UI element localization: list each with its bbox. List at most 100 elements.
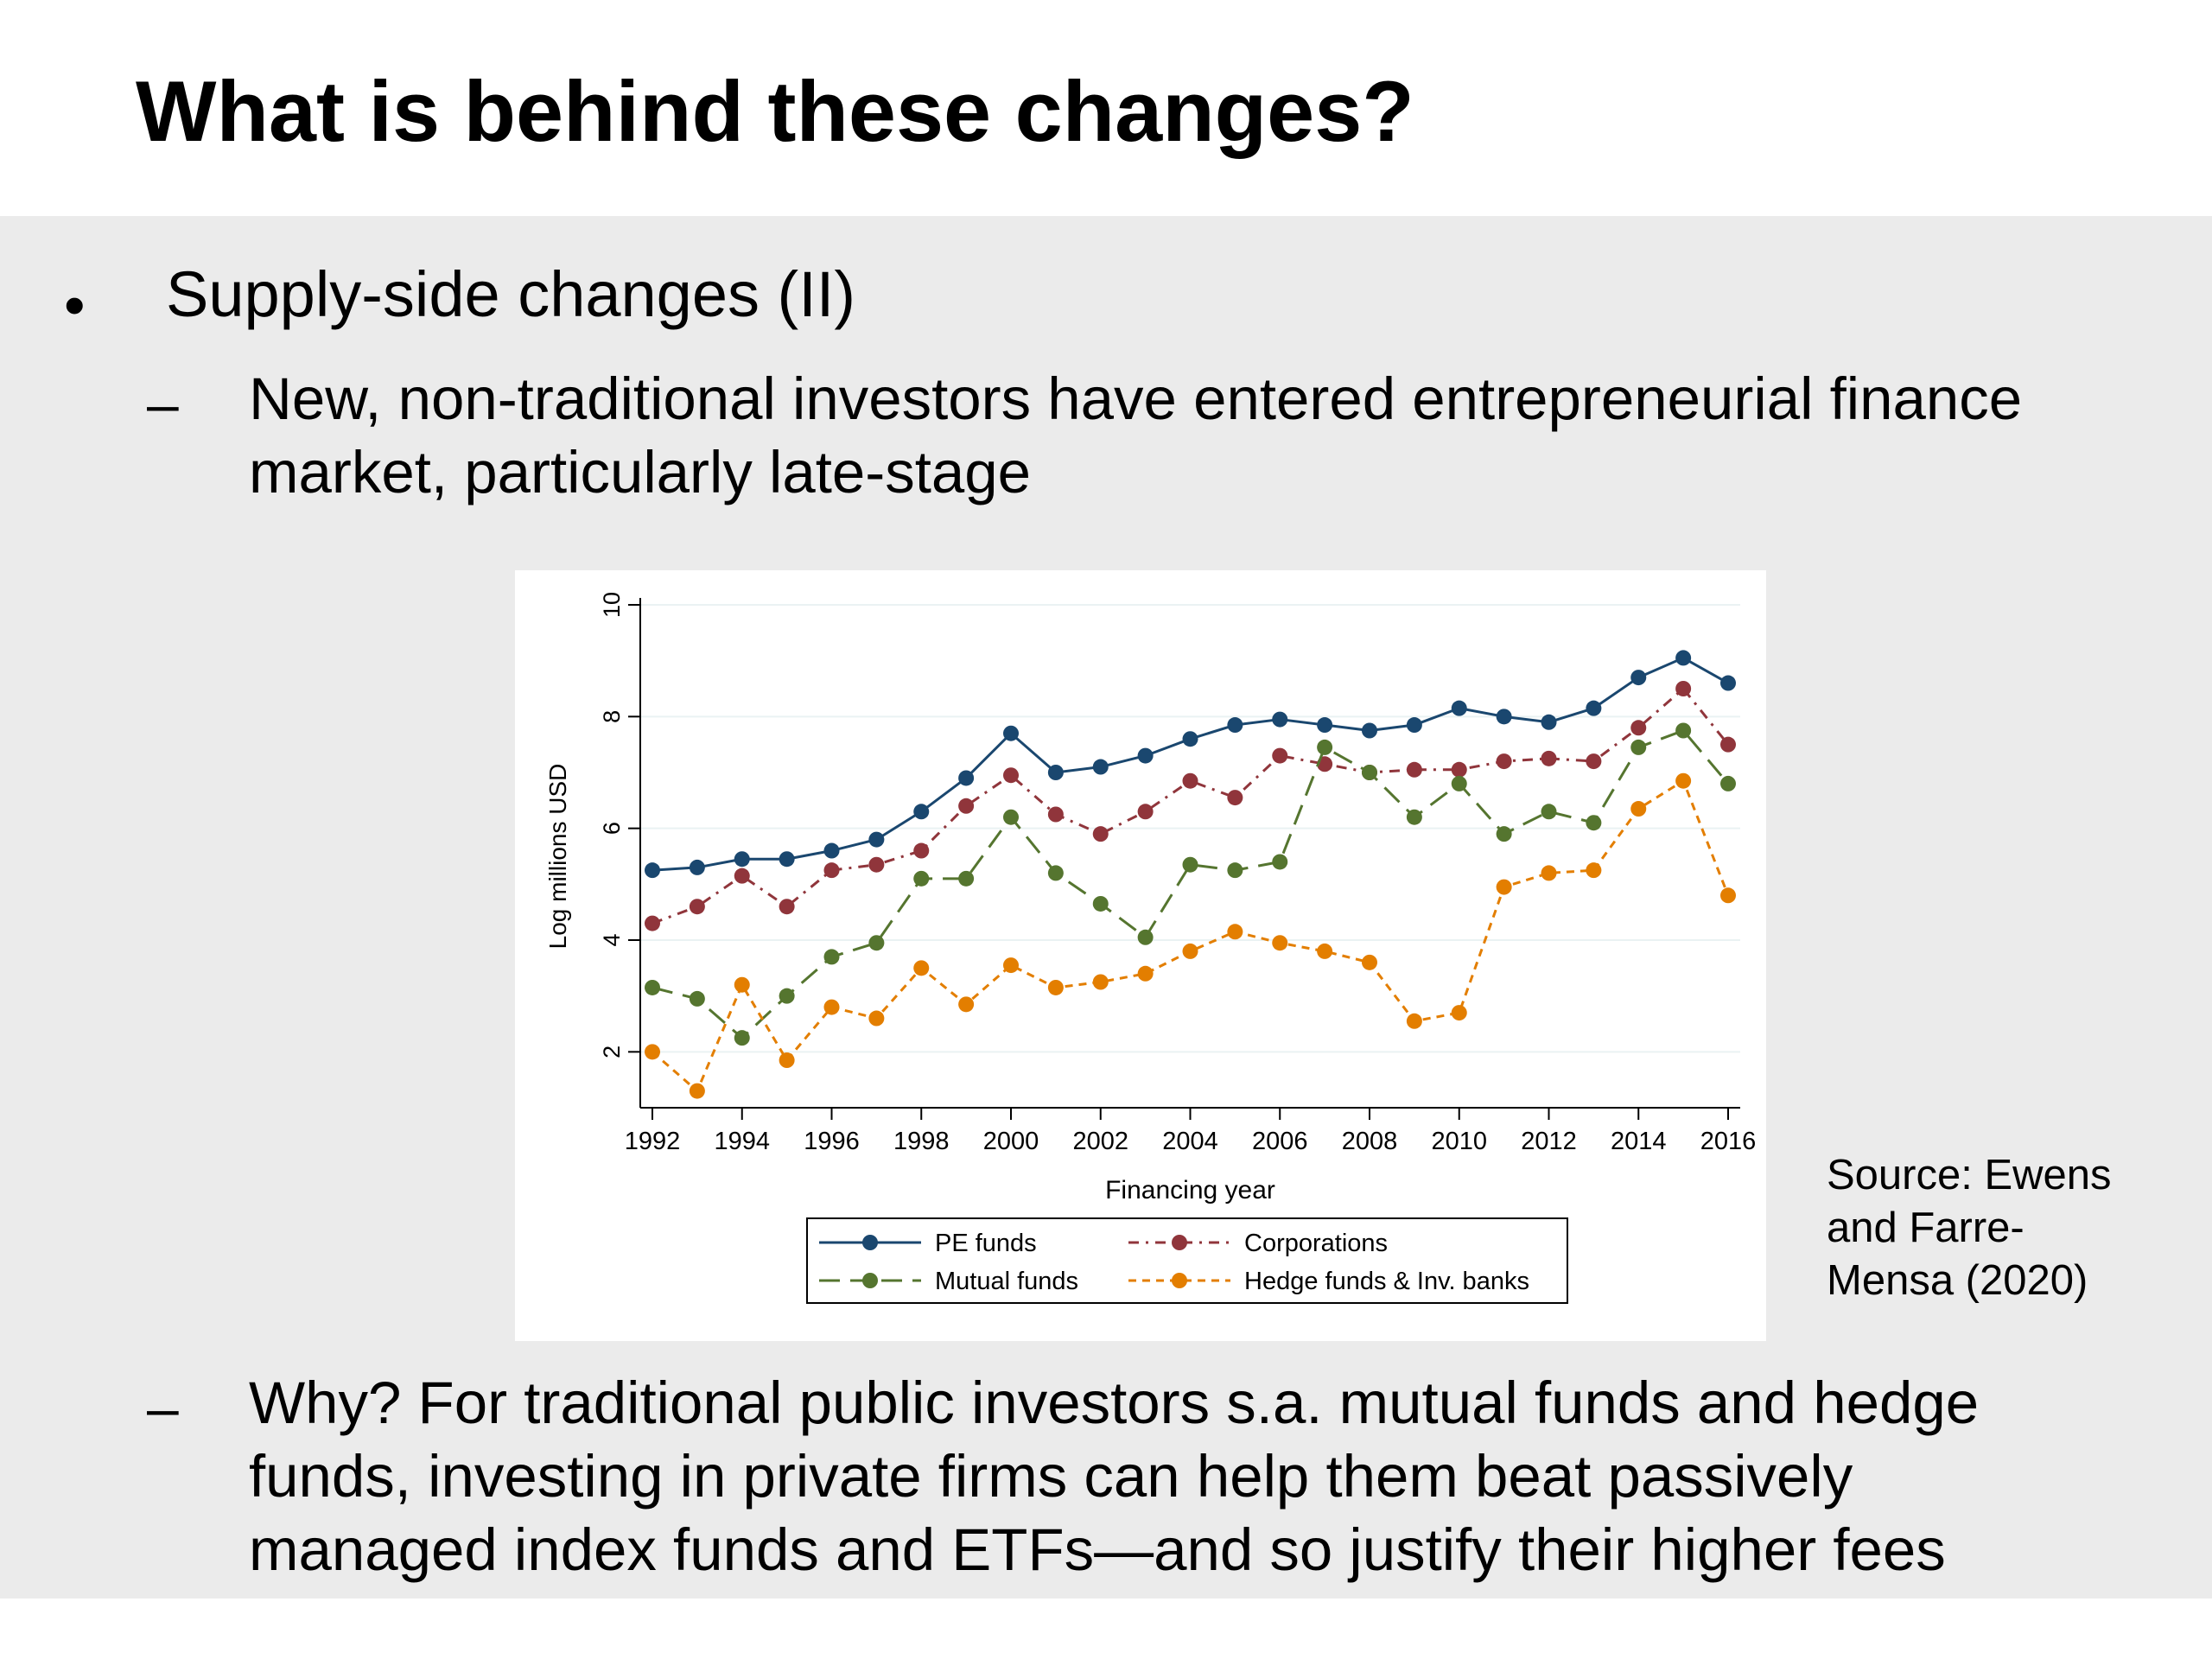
x-tick-label: 2012 xyxy=(1521,1128,1577,1155)
data-point-pe-funds xyxy=(1227,717,1243,734)
series-line-corporations xyxy=(652,687,1730,925)
data-point-hedge-funds-inv-banks xyxy=(1047,979,1064,995)
data-point-corporations xyxy=(779,899,795,915)
data-point-mutual-funds xyxy=(779,988,795,1004)
data-point-mutual-funds xyxy=(1227,862,1243,879)
data-point-hedge-funds-inv-banks xyxy=(1317,943,1333,959)
data-point-hedge-funds-inv-banks xyxy=(1137,965,1154,982)
data-point-hedge-funds-inv-banks xyxy=(1675,772,1692,789)
x-axis-label: Financing year xyxy=(1105,1176,1275,1205)
data-point-corporations xyxy=(1630,720,1647,736)
data-point-mutual-funds xyxy=(1630,739,1647,755)
y-tick-label: 8 xyxy=(599,710,625,723)
data-point-mutual-funds xyxy=(1137,929,1154,945)
data-point-corporations xyxy=(689,899,705,915)
data-point-corporations xyxy=(1675,681,1692,696)
sub-point-line: funds, investing in private firms can he… xyxy=(249,1442,1853,1510)
x-tick-label: 2008 xyxy=(1342,1128,1398,1155)
x-tick-label: 2002 xyxy=(1072,1128,1128,1155)
data-point-mutual-funds xyxy=(958,870,975,887)
y-tick-label: 6 xyxy=(599,822,625,835)
bullet-marker: • xyxy=(64,271,86,339)
data-point-mutual-funds xyxy=(1317,739,1333,755)
data-point-corporations xyxy=(645,915,660,931)
sub-point-line: managed index funds and ETFs—and so just… xyxy=(249,1516,1946,1583)
bullet-supply-side: Supply-side changes (II) xyxy=(166,258,855,330)
legend-frame xyxy=(806,1217,1568,1304)
sub-point-line: Why? For traditional public investors s.… xyxy=(249,1370,1980,1436)
data-point-pe-funds xyxy=(1406,717,1422,734)
data-point-pe-funds xyxy=(1317,717,1333,734)
data-point-corporations xyxy=(1451,761,1467,778)
chart-legend: PE funds Mutual funds Corporations Hedge fu… xyxy=(806,1217,1568,1304)
data-point-pe-funds xyxy=(1586,700,1602,716)
x-tick-label: 2016 xyxy=(1700,1128,1757,1155)
data-point-hedge-funds-inv-banks xyxy=(1272,935,1288,951)
data-point-hedge-funds-inv-banks xyxy=(1496,879,1512,895)
line-chart: 2 4 6 8 10 1992 1994 1996 1998 2000 2002 2004 2006 20… xyxy=(544,592,1757,1304)
data-point-pe-funds xyxy=(1496,709,1512,725)
sub-point-dash: – xyxy=(147,372,179,435)
legend-label-pe-funds: PE funds xyxy=(935,1230,1037,1257)
legend-label-corporations: Corporations xyxy=(1244,1230,1388,1257)
source-line: Source: Ewens xyxy=(1827,1152,2112,1198)
data-point-pe-funds xyxy=(1272,711,1288,728)
data-point-pe-funds xyxy=(1720,675,1736,691)
chart-panel: 2 4 6 8 10 1992 1994 1996 1998 2000 2002 2004 2006 20… xyxy=(515,570,1766,1341)
data-point-pe-funds xyxy=(1675,650,1692,666)
data-point-pe-funds xyxy=(1362,722,1377,739)
data-point-hedge-funds-inv-banks xyxy=(1092,974,1109,990)
data-point-pe-funds xyxy=(823,842,840,859)
sub-point-line: market, particularly late-stage xyxy=(249,438,1032,505)
y-tick-label: 10 xyxy=(599,592,625,618)
data-point-hedge-funds-inv-banks xyxy=(823,999,840,1015)
data-point-corporations xyxy=(1406,761,1422,778)
data-point-mutual-funds xyxy=(823,949,840,965)
data-point-pe-funds xyxy=(1092,759,1109,775)
legend-label-mutual-funds: Mutual funds xyxy=(935,1268,1078,1295)
data-point-mutual-funds xyxy=(689,990,705,1007)
data-point-corporations xyxy=(1720,736,1736,753)
data-point-pe-funds xyxy=(1182,731,1198,747)
data-point-pe-funds xyxy=(734,851,750,868)
source-note: Source: Ewens and Farre- Mensa (2020) xyxy=(1827,1149,2172,1306)
x-tick-label: 2000 xyxy=(983,1128,1039,1155)
data-point-pe-funds xyxy=(1630,670,1647,686)
data-point-mutual-funds xyxy=(1451,775,1467,791)
data-point-corporations xyxy=(1047,806,1064,823)
legend-label-hedge-funds-inv-banks: Hedge funds & Inv. banks xyxy=(1244,1268,1529,1295)
data-point-pe-funds xyxy=(868,831,885,848)
data-point-pe-funds xyxy=(958,770,975,786)
data-point-corporations xyxy=(1003,767,1019,784)
series-line-pe-funds xyxy=(652,656,1729,872)
x-tick-label: 2004 xyxy=(1162,1128,1218,1155)
legend-marker-mutual-funds xyxy=(862,1273,878,1288)
sub-point-new-investors: New, non-traditional investors have ente… xyxy=(249,363,2022,510)
sub-point-line: New, non-traditional investors have ente… xyxy=(249,365,2023,432)
data-point-mutual-funds xyxy=(1586,815,1602,831)
data-point-mutual-funds xyxy=(1720,775,1736,791)
data-point-corporations xyxy=(1182,772,1198,789)
source-line: and Farre- xyxy=(1827,1204,2024,1251)
data-point-mutual-funds xyxy=(1541,804,1557,820)
data-point-corporations xyxy=(1227,790,1243,806)
data-point-corporations xyxy=(958,798,975,814)
data-point-mutual-funds xyxy=(1092,895,1109,912)
data-point-hedge-funds-inv-banks xyxy=(1182,943,1198,959)
sub-point-why: Why? For traditional public investors s.… xyxy=(249,1367,1979,1587)
y-axis-label: Log millions USD xyxy=(544,764,571,950)
data-point-mutual-funds xyxy=(913,870,930,887)
data-point-pe-funds xyxy=(1451,700,1467,716)
data-point-hedge-funds-inv-banks xyxy=(1541,865,1557,881)
data-point-hedge-funds-inv-banks xyxy=(1003,957,1019,974)
data-point-mutual-funds xyxy=(1272,854,1288,870)
data-point-corporations xyxy=(1092,826,1109,842)
data-point-mutual-funds xyxy=(645,979,660,995)
data-point-mutual-funds xyxy=(734,1030,750,1046)
data-point-hedge-funds-inv-banks xyxy=(645,1044,660,1060)
data-point-corporations xyxy=(1586,753,1602,770)
data-point-pe-funds xyxy=(645,862,660,879)
data-point-pe-funds xyxy=(1047,765,1064,780)
data-point-corporations xyxy=(868,856,885,873)
data-point-hedge-funds-inv-banks xyxy=(1451,1005,1467,1021)
